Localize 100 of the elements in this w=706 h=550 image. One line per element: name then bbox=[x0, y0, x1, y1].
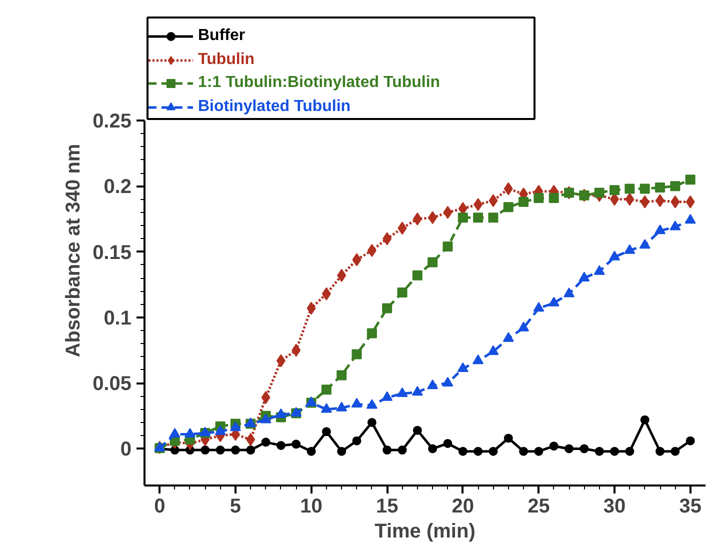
point bbox=[184, 428, 196, 438]
point bbox=[640, 415, 650, 424]
point bbox=[610, 446, 620, 456]
point bbox=[214, 425, 226, 436]
point bbox=[428, 211, 438, 224]
point bbox=[549, 442, 558, 451]
point bbox=[322, 427, 331, 436]
point bbox=[548, 296, 560, 306]
point bbox=[685, 174, 696, 185]
point bbox=[504, 182, 513, 196]
y-axis-title: Absorbance at 340 nm bbox=[62, 144, 85, 358]
point bbox=[594, 446, 604, 456]
y-tick-label: 0.2 bbox=[104, 176, 132, 198]
point bbox=[473, 212, 484, 223]
point bbox=[654, 224, 666, 234]
point bbox=[366, 399, 378, 409]
point bbox=[488, 212, 498, 223]
point bbox=[458, 212, 468, 223]
point bbox=[670, 220, 681, 230]
point bbox=[337, 446, 346, 456]
y-tick-label: 0.15 bbox=[92, 242, 132, 264]
point bbox=[292, 440, 301, 449]
legend-label: 1:1 Tubulin:Biotinylated Tubulin bbox=[198, 73, 440, 93]
point bbox=[624, 244, 636, 254]
point bbox=[639, 238, 650, 249]
point bbox=[261, 438, 270, 447]
point bbox=[458, 202, 468, 215]
point bbox=[352, 349, 362, 360]
point bbox=[504, 434, 513, 443]
x-tick-label: 15 bbox=[376, 496, 398, 518]
point bbox=[428, 257, 438, 268]
point bbox=[367, 418, 376, 427]
point bbox=[397, 287, 408, 298]
point bbox=[624, 184, 635, 194]
point bbox=[519, 446, 528, 456]
point bbox=[564, 444, 574, 454]
point bbox=[336, 402, 348, 412]
point bbox=[488, 345, 499, 355]
point bbox=[276, 354, 286, 368]
point bbox=[306, 302, 316, 315]
point bbox=[230, 421, 241, 432]
point bbox=[169, 428, 180, 438]
point bbox=[686, 436, 695, 446]
x-axis-title: Time (min) bbox=[374, 520, 476, 542]
y-tick-label: 0.1 bbox=[104, 307, 132, 330]
point bbox=[534, 446, 544, 456]
y-tick-label: 0.25 bbox=[92, 110, 132, 132]
point bbox=[625, 192, 634, 206]
point bbox=[488, 194, 498, 208]
point bbox=[684, 214, 696, 224]
point bbox=[260, 414, 272, 424]
point bbox=[442, 242, 453, 252]
x-tick-label: 0 bbox=[154, 496, 166, 518]
point bbox=[367, 244, 376, 257]
point bbox=[640, 184, 650, 194]
point bbox=[655, 182, 666, 192]
point bbox=[275, 408, 286, 418]
point bbox=[686, 195, 695, 208]
point bbox=[292, 344, 301, 357]
point bbox=[337, 268, 346, 282]
point bbox=[548, 192, 559, 203]
point bbox=[609, 250, 620, 260]
point bbox=[246, 446, 256, 455]
point bbox=[336, 370, 347, 380]
point bbox=[518, 322, 530, 332]
point bbox=[670, 446, 680, 456]
x-tick-label: 10 bbox=[300, 496, 322, 518]
point bbox=[382, 446, 392, 455]
x-tick-label: 35 bbox=[679, 496, 702, 518]
point bbox=[564, 288, 575, 298]
x-tick-label: 30 bbox=[603, 496, 626, 518]
point bbox=[670, 181, 680, 192]
point bbox=[246, 433, 256, 446]
point bbox=[502, 332, 514, 342]
point bbox=[321, 384, 332, 395]
x-tick-label: 5 bbox=[230, 496, 242, 518]
point bbox=[382, 391, 393, 401]
point bbox=[533, 302, 544, 312]
point bbox=[474, 198, 483, 212]
legend-label: Tubulin bbox=[198, 50, 255, 70]
point bbox=[276, 440, 286, 450]
point bbox=[656, 194, 665, 208]
point bbox=[322, 287, 331, 300]
point bbox=[366, 328, 377, 338]
point bbox=[474, 446, 483, 456]
point bbox=[594, 188, 604, 198]
point bbox=[261, 391, 270, 404]
y-tick-label: 0 bbox=[120, 438, 132, 461]
point bbox=[306, 446, 316, 456]
point bbox=[427, 379, 438, 390]
point bbox=[352, 436, 362, 446]
point bbox=[412, 270, 422, 280]
point bbox=[472, 354, 484, 364]
legend-label: Biotinylated Tubulin bbox=[198, 96, 351, 116]
point bbox=[320, 403, 332, 413]
point bbox=[534, 192, 544, 203]
point bbox=[216, 446, 225, 455]
x-tick-label: 20 bbox=[452, 496, 474, 518]
point bbox=[412, 426, 422, 435]
point bbox=[200, 446, 210, 455]
